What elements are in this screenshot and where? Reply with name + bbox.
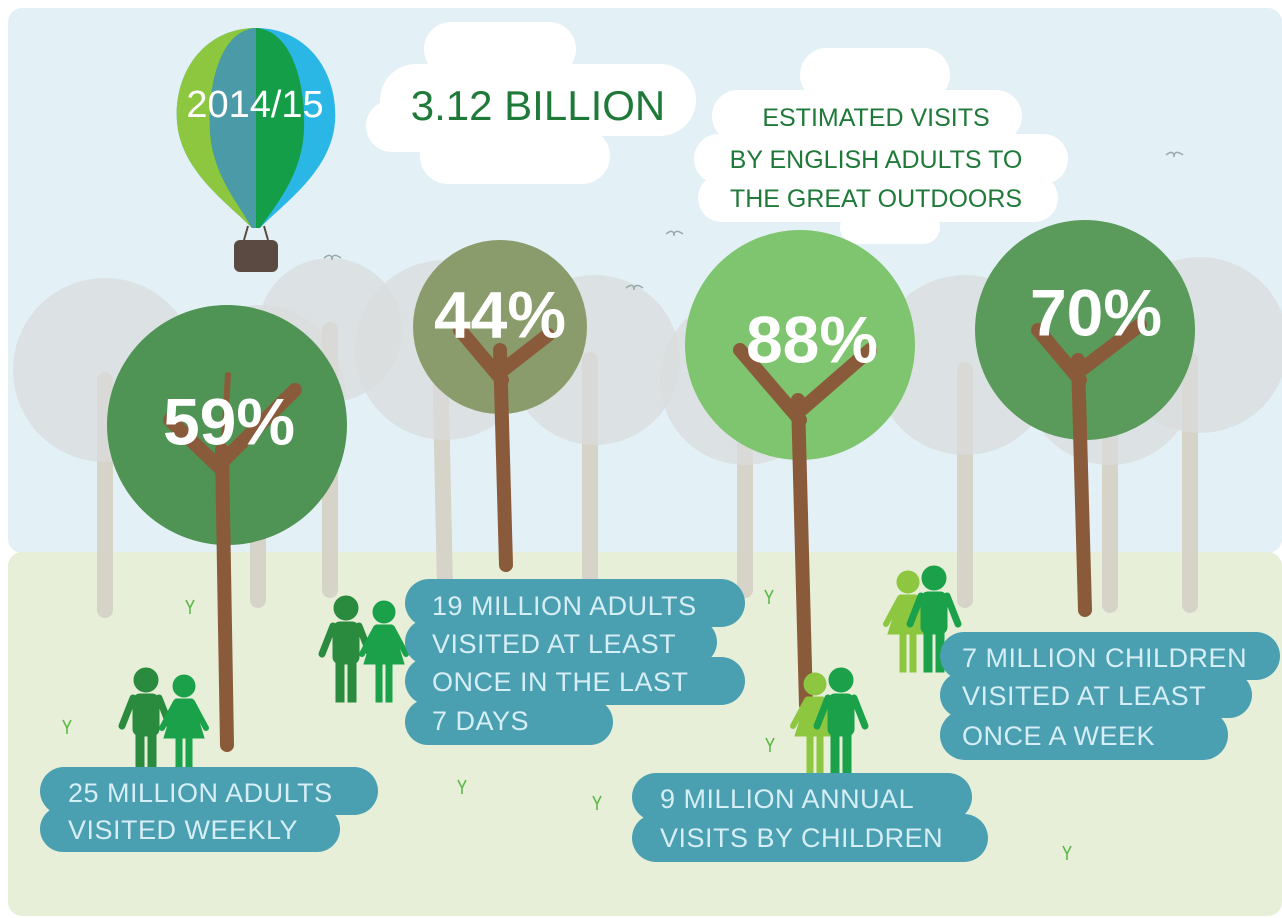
caption: 7 DAYS — [432, 706, 529, 736]
caption: 19 MILLION ADULTS — [432, 591, 697, 621]
percentage: 88% — [746, 302, 878, 376]
infographic: 2014/15 3.12 BILLION ESTIMATED VISITS BY… — [0, 0, 1282, 918]
caption: VISITED AT LEAST — [962, 681, 1206, 711]
percentage: 70% — [1030, 275, 1162, 349]
page: 2014/15 3.12 BILLION ESTIMATED VISITS BY… — [0, 0, 1282, 918]
subtitle: ESTIMATED VISITS — [762, 104, 989, 132]
subtitle: BY ENGLISH ADULTS TO — [730, 146, 1023, 174]
percentage: 44% — [434, 277, 566, 351]
caption: VISITED AT LEAST — [432, 629, 676, 659]
caption: 9 MILLION ANNUAL — [660, 784, 914, 814]
caption: ONCE A WEEK — [962, 721, 1155, 751]
percentage: 59% — [163, 384, 295, 458]
caption: VISITED WEEKLY — [68, 815, 298, 845]
caption: 25 MILLION ADULTS — [68, 778, 333, 808]
headline: 3.12 BILLION — [411, 82, 665, 129]
caption: VISITS BY CHILDREN — [660, 823, 943, 853]
year: 2014/15 — [186, 84, 323, 126]
caption: 7 MILLION CHILDREN — [962, 643, 1247, 673]
subtitle: THE GREAT OUTDOORS — [730, 185, 1022, 213]
caption: ONCE IN THE LAST — [432, 667, 689, 697]
